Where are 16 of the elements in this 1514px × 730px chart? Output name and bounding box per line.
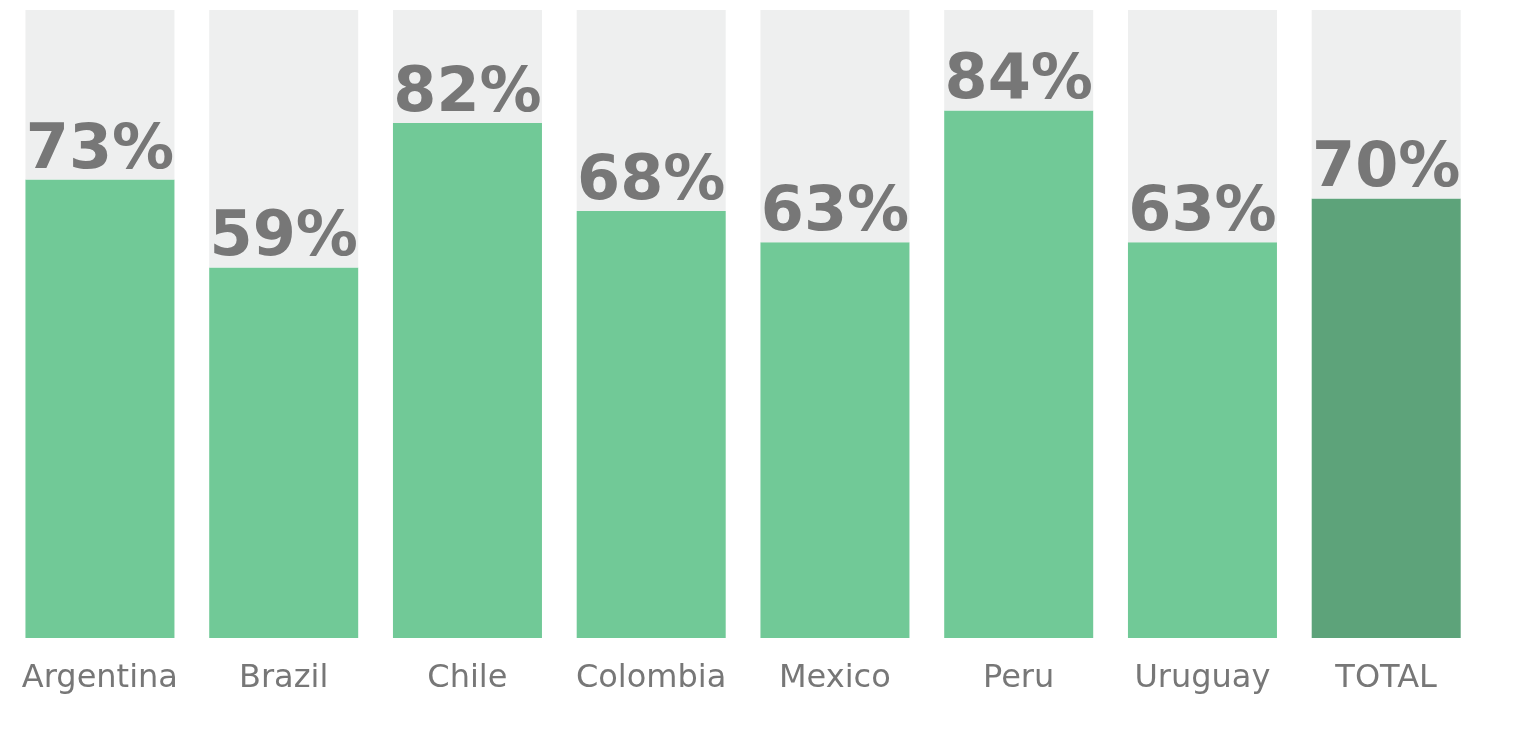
x-tick-label: Uruguay	[1134, 656, 1271, 695]
data-label: 63%	[1128, 172, 1277, 246]
x-tick-label: Colombia	[575, 656, 727, 695]
x-tick-label: TOTAL	[1334, 656, 1438, 695]
data-label: 82%	[393, 53, 542, 127]
x-tick-label: Brazil	[238, 656, 329, 695]
data-label: 59%	[209, 197, 358, 271]
x-tick-label: Mexico	[779, 656, 891, 695]
x-tick-label: Argentina	[21, 656, 178, 695]
data-label: 70%	[1312, 128, 1461, 202]
data-label: 84%	[944, 40, 1093, 114]
x-tick-label: Chile	[427, 656, 508, 695]
x-tick-label: Peru	[982, 656, 1055, 695]
data-label: 63%	[760, 172, 910, 246]
data-label: 73%	[25, 109, 175, 183]
data-label: 68%	[577, 140, 726, 214]
